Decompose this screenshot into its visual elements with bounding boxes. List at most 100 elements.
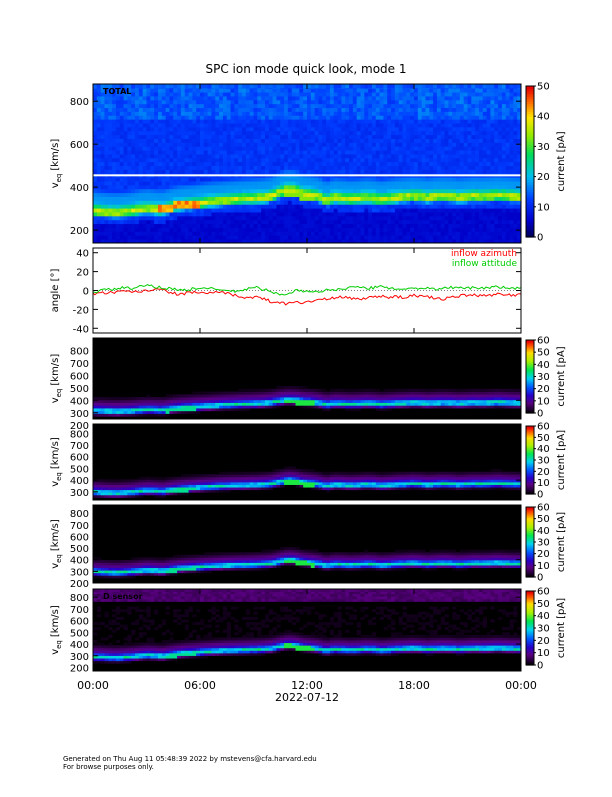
panel-0-heatmap-cell [261,123,265,127]
panel-0-heatmap-cell [399,235,403,239]
panel-0-heatmap-cell [345,162,349,166]
panel-0-heatmap-cell [338,115,342,119]
panel-0-heatmap-cell [414,231,418,235]
panel-0-heatmap-cell [189,150,193,154]
panel-0-heatmap-cell [487,150,491,154]
panel-0-heatmap-cell [120,127,124,131]
panel-0-heatmap-cell [380,189,384,193]
panel-0-heatmap-cell [196,197,200,201]
panel-0-heatmap-cell [246,154,250,158]
panel-0-heatmap-cell [280,104,284,108]
panel-0-heatmap-cell [257,235,261,239]
panel-0-heatmap-cell [173,142,177,146]
panel-0-heatmap-cell [284,115,288,119]
panel-0-heatmap-cell [464,154,468,158]
panel-0-heatmap-cell [483,177,487,181]
panel-0-heatmap-cell [154,146,158,150]
panel-0-heatmap-cell [315,100,319,104]
panel-0-heatmap-cell [376,212,380,216]
panel-0-ylabel: veq[km/s] [50,139,63,189]
panel-0-heatmap-cell [361,181,365,185]
panel-0-heatmap-cell [292,135,296,139]
panel-0-heatmap-cell [448,123,452,127]
panel-0-heatmap-cell [101,170,105,174]
panel-0-heatmap-cell [429,123,433,127]
panel-0-heatmap-cell [483,119,487,123]
panel-2-heatmap-cell [108,411,112,414]
panel-0-heatmap-cell [418,158,422,162]
panel-0-heatmap-cell [338,104,342,108]
panel-0-heatmap-cell [223,208,227,212]
panel-0-heatmap-cell [261,200,265,204]
panel-2-heatmap-cell [162,403,166,406]
panel-0-heatmap-cell [219,88,223,92]
panel-0-heatmap-cell [487,216,491,220]
panel-0-heatmap-cell [177,146,181,150]
panel-0-heatmap-cell [273,193,277,197]
panel-0-heatmap-cell [246,185,250,189]
panel-0-heatmap-cell [276,108,280,112]
panel-0-heatmap-cell [429,177,433,181]
panel-0-heatmap-cell [104,224,108,228]
panel-0-heatmap-cell [147,104,151,108]
panel-0-heatmap-cell [280,150,284,154]
panel-0-heatmap-cell [150,100,154,104]
panel-0-heatmap-cell [200,108,204,112]
panel-0-heatmap-cell [383,131,387,135]
panel-0-heatmap-cell [364,92,368,96]
panel-0-heatmap-cell [154,92,158,96]
panel-0-heatmap-cell [288,108,292,112]
panel-0-heatmap-cell [200,104,204,108]
panel-0-heatmap-cell [284,204,288,208]
panel-0-heatmap-cell [273,220,277,224]
panel-0-heatmap-cell [154,158,158,162]
panel-0-heatmap-cell [303,154,307,158]
panel-0-heatmap-cell [376,216,380,220]
panel-0-heatmap-cell [143,181,147,185]
panel-0-heatmap-cell [257,92,261,96]
panel-2-heatmap-cell [101,411,105,414]
panel-0-heatmap-cell [265,108,269,112]
panel-0-heatmap-cell [192,158,196,162]
panel-0-heatmap-cell [246,142,250,146]
panel-0-heatmap-cell [483,92,487,96]
panel-0-heatmap-cell [189,104,193,108]
panel-0-heatmap-cell [215,115,219,119]
panel-0-heatmap-cell [479,112,483,116]
panel-0-heatmap-cell [204,170,208,174]
panel-0-heatmap-cell [399,181,403,185]
panel-0-heatmap-cell [127,200,131,204]
panel-0-heatmap-cell [441,119,445,123]
panel-0-heatmap-cell [364,96,368,100]
panel-0-heatmap-cell [448,197,452,201]
panel-0-heatmap-cell [112,139,116,143]
panel-0-heatmap-cell [211,212,215,216]
panel-0-heatmap-cell [116,204,120,208]
panel-0-heatmap-cell [383,104,387,108]
panel-0-heatmap-cell [380,92,384,96]
panel-0-heatmap-cell [154,112,158,116]
panel-0-heatmap-cell [468,123,472,127]
panel-0-heatmap-cell [227,162,231,166]
panel-0-heatmap-cell [177,193,181,197]
panel-0-heatmap-cell [494,193,498,197]
panel-0-heatmap-cell [234,150,238,154]
panel-0-heatmap-cell [429,197,433,201]
panel-0-heatmap-cell [177,104,181,108]
panel-0-heatmap-cell [242,193,246,197]
panel-0-heatmap-cell [494,166,498,170]
panel-0-heatmap-cell [200,181,204,185]
panel-0-heatmap-cell [265,204,269,208]
panel-0-heatmap-cell [498,208,502,212]
panel-0-heatmap-cell [150,216,154,220]
panel-0-heatmap-cell [261,197,265,201]
panel-0-heatmap-cell [173,224,177,228]
panel-0-heatmap-cell [445,92,449,96]
panel-0-heatmap-cell [445,181,449,185]
panel-0-heatmap-cell [154,162,158,166]
panel-0-heatmap-cell [166,189,170,193]
panel-0-heatmap-cell [429,224,433,228]
panel-0-heatmap-cell [189,115,193,119]
panel-2-heatmap-cell [147,414,151,417]
panel-0-heatmap-cell [104,181,108,185]
